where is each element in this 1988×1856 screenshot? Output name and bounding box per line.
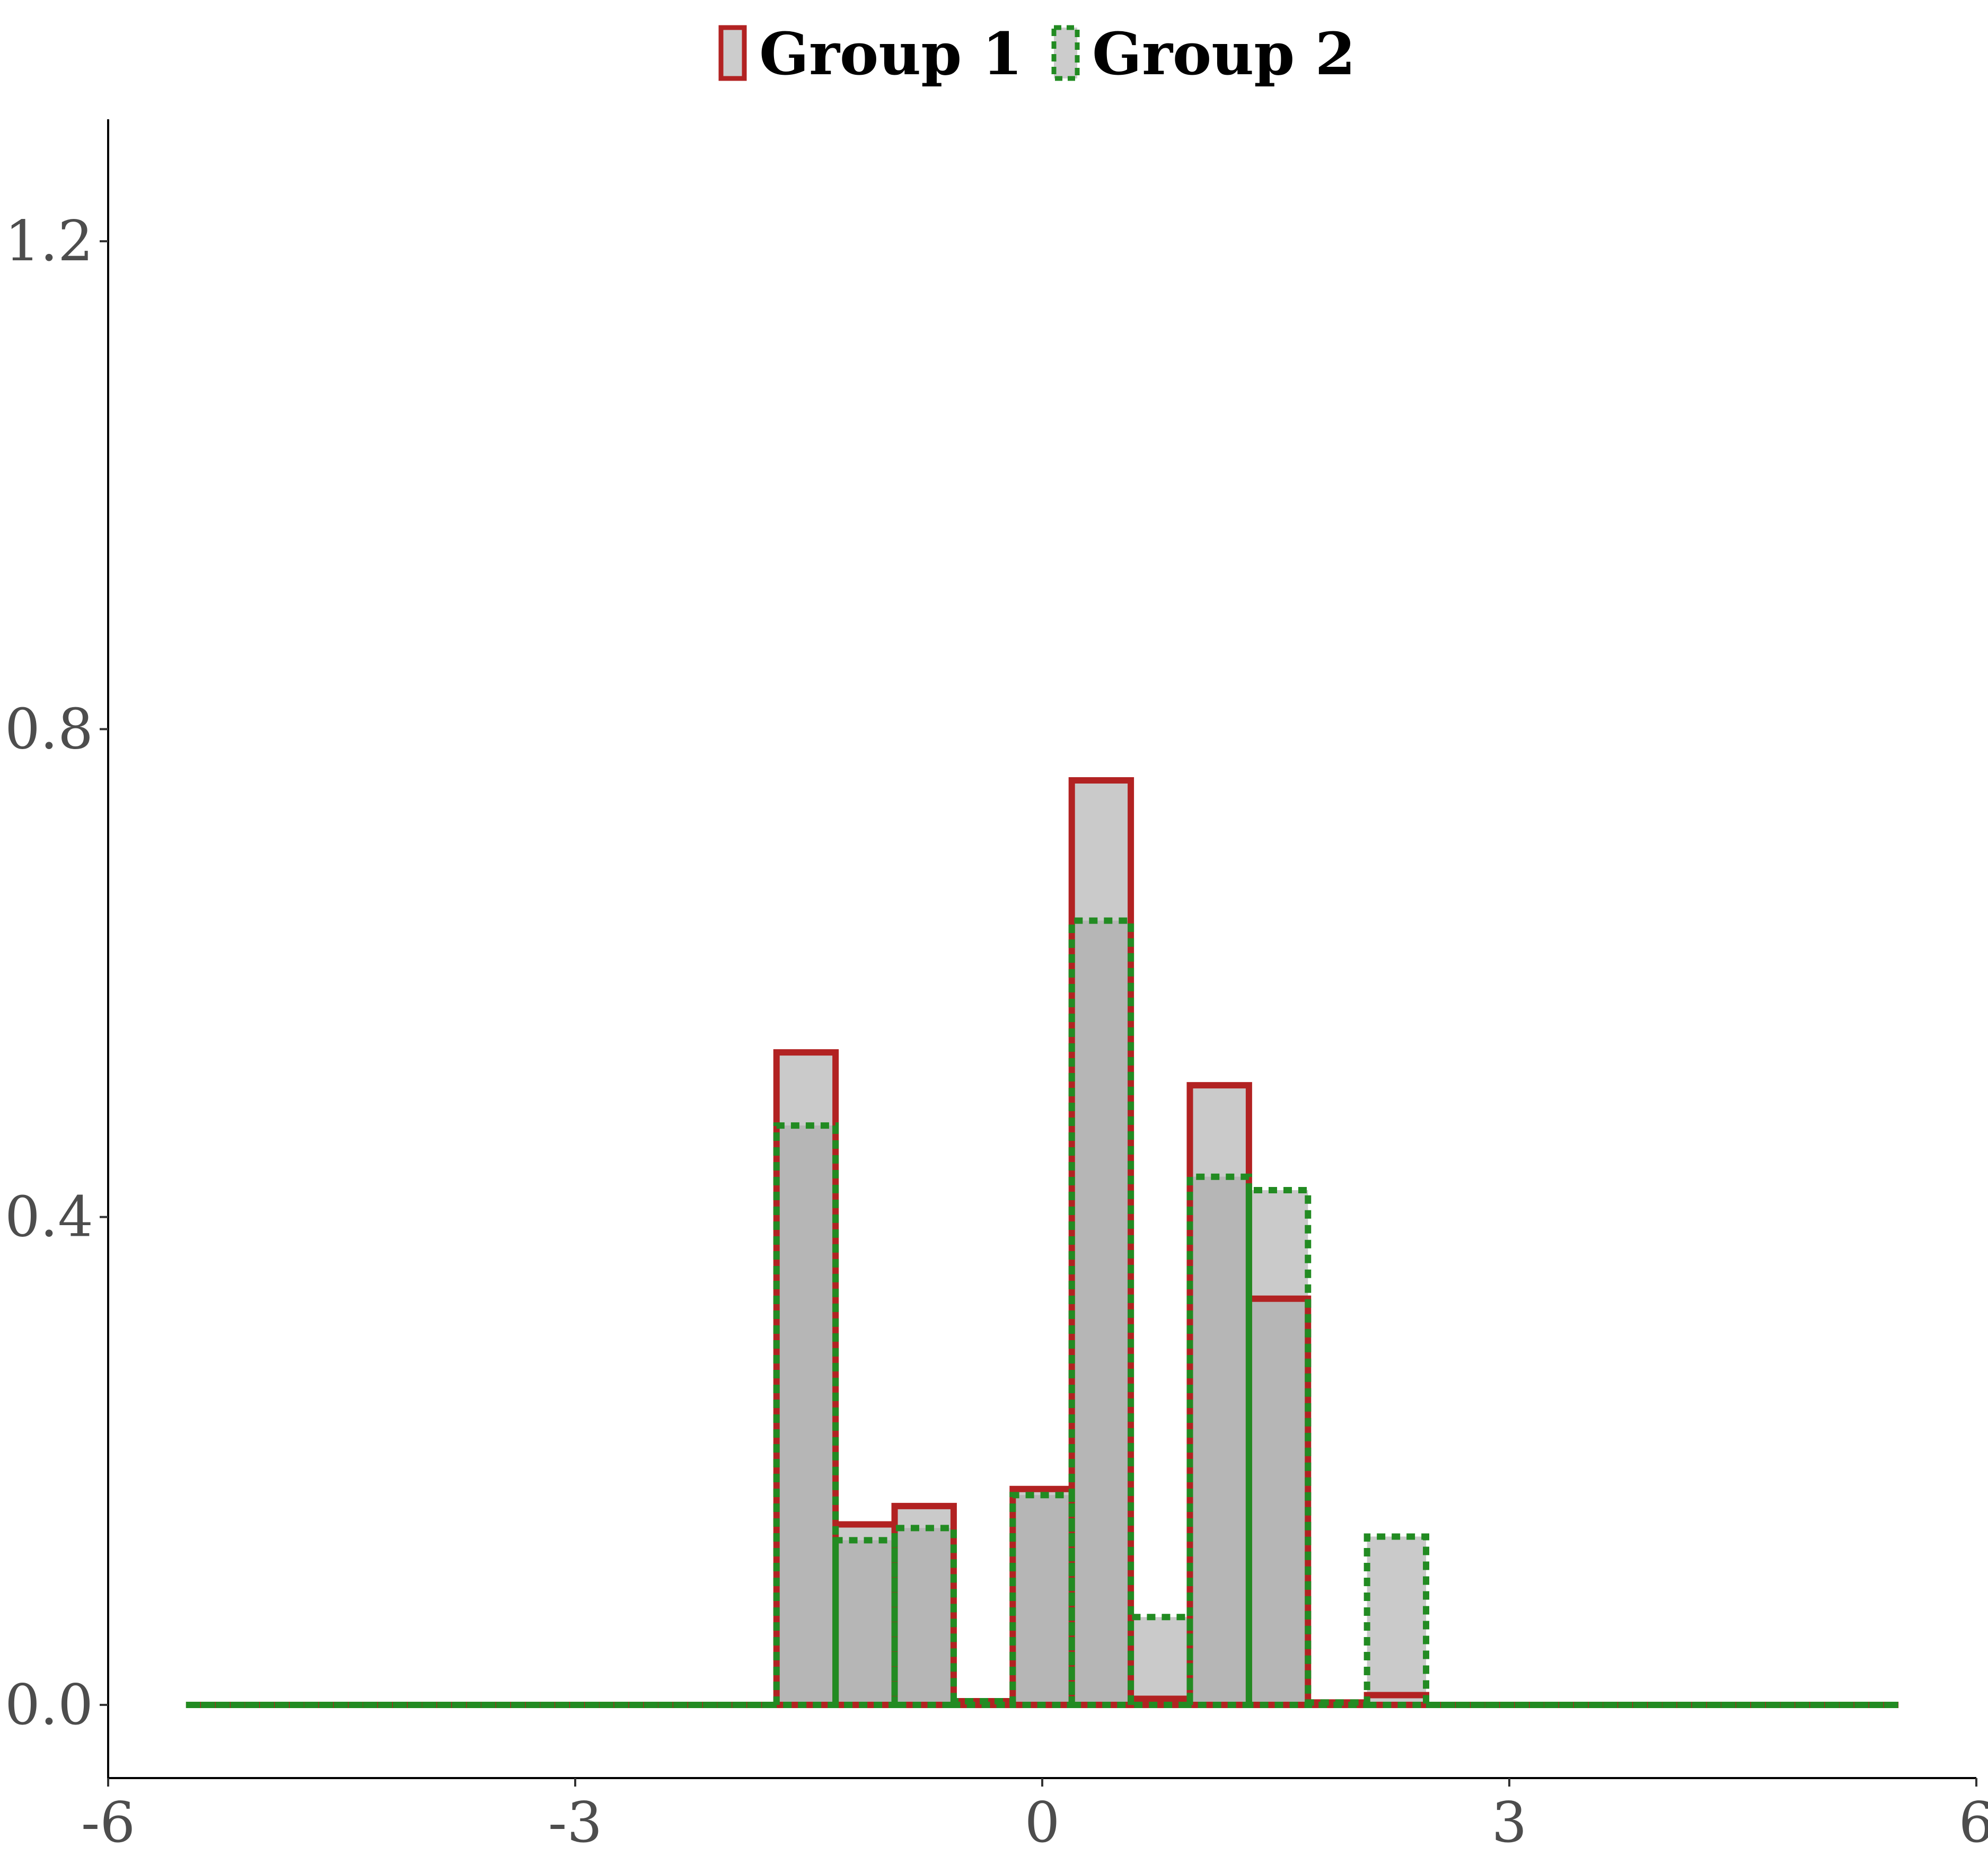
bar-fill-group-2-bin-10 bbox=[776, 1125, 836, 1705]
bar-fill-group-2-bin-12 bbox=[894, 1528, 954, 1705]
series-outline-group-2 bbox=[186, 917, 1899, 1708]
bar-fill-group-2-bin-11 bbox=[835, 1540, 895, 1705]
x-tick-label: -3 bbox=[548, 1790, 602, 1855]
legend-label-group-2: Group 2 bbox=[1092, 20, 1356, 88]
y-tick-label: 1.2 bbox=[5, 209, 93, 274]
legend-key-group-2 bbox=[1051, 25, 1080, 81]
x-tick-label: 0 bbox=[1025, 1790, 1060, 1855]
y-tick-label: 0.0 bbox=[5, 1673, 93, 1737]
x-tick-label: -6 bbox=[81, 1790, 135, 1855]
plot-area bbox=[186, 777, 1899, 1708]
bar-fill-group-2-bin-16 bbox=[1131, 1617, 1190, 1705]
x-tick-label: 3 bbox=[1492, 1790, 1527, 1855]
bar-fill-group-2-bin-17 bbox=[1190, 1176, 1249, 1705]
ticks: -6 -3 0 3 6 0.0 0.4 0.8 1.2 bbox=[5, 209, 1988, 1855]
y-tick-label: 0.4 bbox=[5, 1185, 93, 1250]
legend: Group 1 Group 2 bbox=[718, 20, 1356, 88]
bar-fill-group-2-bin-15 bbox=[1071, 920, 1131, 1705]
bar-fill-group-2-bin-14 bbox=[1013, 1495, 1072, 1705]
bar-fill-group-2-bin-18 bbox=[1248, 1190, 1308, 1705]
y-tick-label: 0.8 bbox=[5, 697, 93, 761]
x-tick-label: 6 bbox=[1959, 1790, 1988, 1855]
legend-label-group-1: Group 1 bbox=[759, 20, 1023, 88]
bar-fill-group-2-bin-20 bbox=[1367, 1536, 1427, 1705]
legend-key-group-1 bbox=[718, 25, 747, 81]
